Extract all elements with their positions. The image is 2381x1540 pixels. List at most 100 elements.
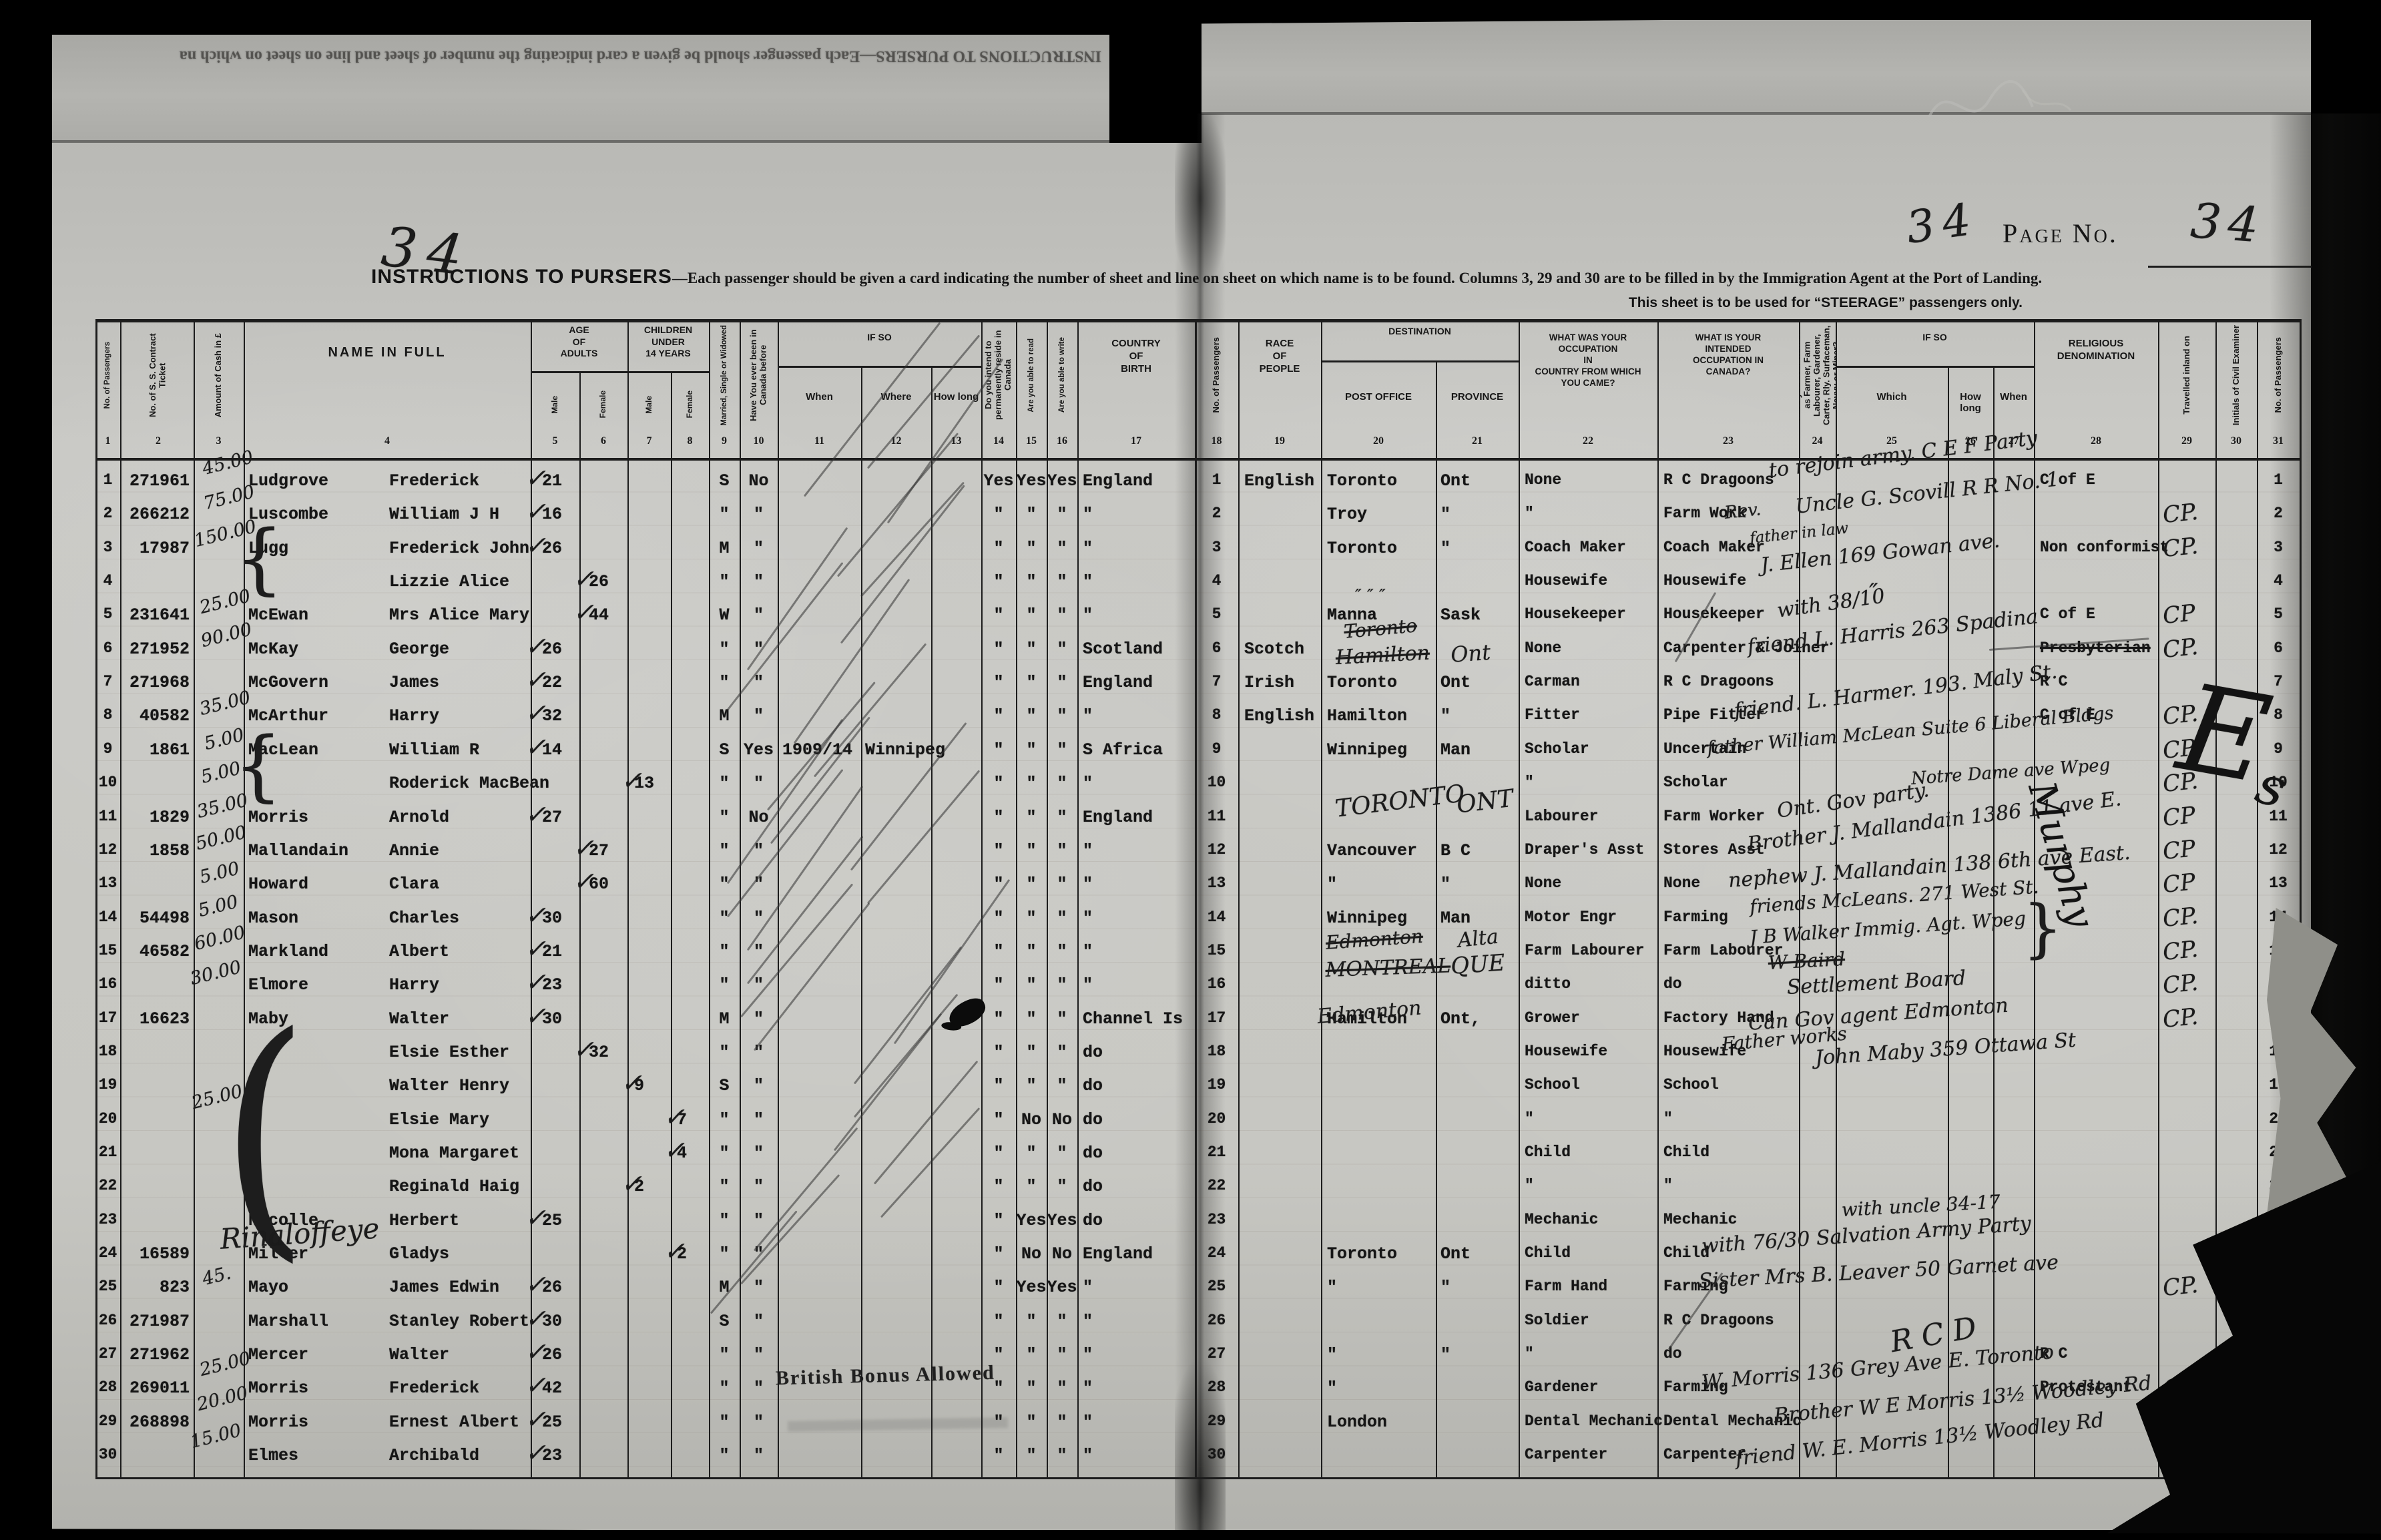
cell-country-row7: England: [1083, 673, 1153, 693]
reversed-instructions-text: INSTRUCTIONS TO PURSERS—Each passenger s…: [179, 47, 1101, 65]
cell-no-row12: 12: [98, 840, 117, 858]
cell-no2-row27: 27: [1207, 1345, 1226, 1363]
checkmark-row11: ✓: [525, 799, 546, 829]
cell-given-row10: Roderick MacBean: [389, 774, 550, 794]
cell-read-row2: ″: [1026, 505, 1037, 525]
column-header-17: COUNTRY OF BIRTH: [1111, 338, 1161, 374]
cell-given-row12: Annie: [389, 840, 440, 860]
checkmark-row7: ✓: [525, 665, 546, 695]
cell-read-row6: ″: [1026, 639, 1037, 659]
cell-country-row8: ″: [1083, 706, 1093, 726]
column-number-20: 20: [1373, 435, 1384, 447]
checkmark-row15: ✓: [525, 933, 546, 963]
checkmark-row28: ✓: [525, 1370, 546, 1400]
cell-po-row14: Winnipeg: [1327, 908, 1408, 928]
cell-marital-row4: ″: [719, 572, 730, 592]
cell-race-row1: English: [1244, 471, 1315, 491]
cell-country-row15: ″: [1083, 941, 1093, 961]
cell-ticket-row24: 16589: [139, 1244, 190, 1264]
cell-occ_from-row9: Scholar: [1525, 740, 1589, 758]
cell-occ_from-row24: Child: [1525, 1244, 1571, 1262]
cell-no2-row6: 6: [1212, 639, 1222, 657]
cell-canada-row2: ″: [753, 505, 764, 525]
cell-marital-row27: ″: [719, 1345, 730, 1365]
cell-ticket-row29: 268898: [129, 1412, 190, 1432]
cell-no2-row28: 28: [1207, 1378, 1226, 1396]
cell-write-row12: ″: [1057, 840, 1067, 860]
cell-surname-row7: McGovern: [248, 673, 329, 693]
cell-surname-row27: Mercer: [248, 1345, 309, 1365]
cell-given-row29: Ernest Albert: [389, 1412, 520, 1432]
cell-occ_to-row28: Farming: [1663, 1378, 1728, 1396]
column-header-2: No. of S. S. Contract Ticket: [124, 324, 192, 426]
cell-canada-row26: ″: [753, 1311, 764, 1331]
cell-no2-row16: 16: [1207, 975, 1226, 993]
cell-no2-row26: 26: [1207, 1311, 1226, 1329]
sheet-right-page: [1200, 113, 2311, 1530]
cell-read-row10: ″: [1026, 774, 1037, 794]
cell-po-row9: Winnipeg: [1327, 740, 1408, 760]
grid-vertical-line: [1321, 319, 1322, 1477]
cell-occ_from-row4: Housewife: [1525, 572, 1608, 590]
cell-write-row30: ″: [1057, 1446, 1067, 1466]
cell-given-row26: Stanley Robert: [389, 1311, 530, 1331]
cell-canada-row28: ″: [753, 1378, 764, 1398]
column-label: Travelled inland on: [2181, 336, 2191, 415]
cell-prov-row12: B C: [1440, 840, 1471, 860]
column-header-30: Initials of Civil Examiner: [2215, 324, 2257, 426]
cell-no-row13: 13: [98, 874, 117, 892]
cell-age_cm-row22: 2: [634, 1177, 645, 1197]
cell-occ_to-row19: School: [1663, 1076, 1719, 1094]
checkmark-row17: ✓: [525, 1001, 546, 1031]
cell-religion-row5: C of E: [2040, 605, 2095, 623]
checkmark-row25: ✓: [525, 1270, 546, 1300]
cell-occ_from-row6: None: [1525, 639, 1562, 657]
column-number-6: 6: [601, 435, 606, 447]
cell-age_f-row4: 26: [589, 572, 609, 592]
column-header-25: Which: [1876, 391, 1907, 403]
group-header: IF SO: [1922, 332, 1947, 342]
cell-ticket-row12: 1858: [149, 840, 190, 860]
cell-intend-row7: ″: [993, 673, 1004, 693]
cell-religion-row8: C of E: [2040, 706, 2095, 724]
cell-ticket-row7: 271968: [129, 673, 190, 693]
cell-surname-row8: McArthur: [248, 706, 329, 726]
column-number-10: 10: [753, 435, 764, 447]
cell-marital-row17: M: [719, 1009, 730, 1029]
cell-marital-row15: ″: [719, 941, 730, 961]
cell-country-row16: ″: [1083, 975, 1093, 995]
handwritten-annotation: W Baird: [1768, 947, 1846, 974]
column-label: Female: [598, 391, 608, 419]
cell-canada-row5: ″: [753, 605, 764, 625]
cell-occ_from-row1: None: [1525, 471, 1562, 489]
grid-vertical-line: [1836, 319, 1837, 1477]
cell-prov-row14: Man: [1440, 908, 1471, 928]
cell-read-row9: ″: [1026, 740, 1037, 760]
cell-religion-row27: R C: [2040, 1345, 2068, 1363]
column-label: Male: [549, 395, 559, 414]
cell-country-row23: do: [1083, 1210, 1103, 1230]
cell-country-row26: ″: [1083, 1311, 1093, 1331]
cell-intend-row4: ″: [993, 572, 1004, 592]
column-header-1: No. of Passengers: [95, 324, 120, 426]
black-bottom-edge: [0, 1529, 2381, 1540]
cell-no-row15: 15: [98, 941, 117, 959]
cell-write-row7: ″: [1057, 673, 1067, 693]
cell-read-row26: ″: [1026, 1311, 1037, 1331]
cell-intend-row12: ″: [993, 840, 1004, 860]
cell-occ_from-row7: Carman: [1525, 673, 1580, 691]
cell-given-row5: Mrs Alice Mary: [389, 605, 530, 625]
checkmark-row9: ✓: [525, 732, 546, 762]
cell-marital-row13: ″: [719, 874, 730, 894]
checkmark-row6: ✓: [525, 631, 546, 661]
cell-age_cf-row20: 7: [677, 1109, 688, 1129]
cell-intend-row10: ″: [993, 774, 1004, 794]
cell-read-row24: No: [1021, 1244, 1041, 1264]
cell-country-row20: do: [1083, 1109, 1103, 1129]
cell-occ_to-row27: do: [1663, 1345, 1682, 1363]
cell-age_m-row28: 42: [542, 1378, 563, 1398]
cell-po-row8: Hamilton: [1327, 706, 1408, 726]
column-label: No. of Passengers: [1211, 337, 1222, 413]
cell-intend-row26: ″: [993, 1311, 1004, 1331]
grid-vertical-line: [627, 319, 629, 1477]
